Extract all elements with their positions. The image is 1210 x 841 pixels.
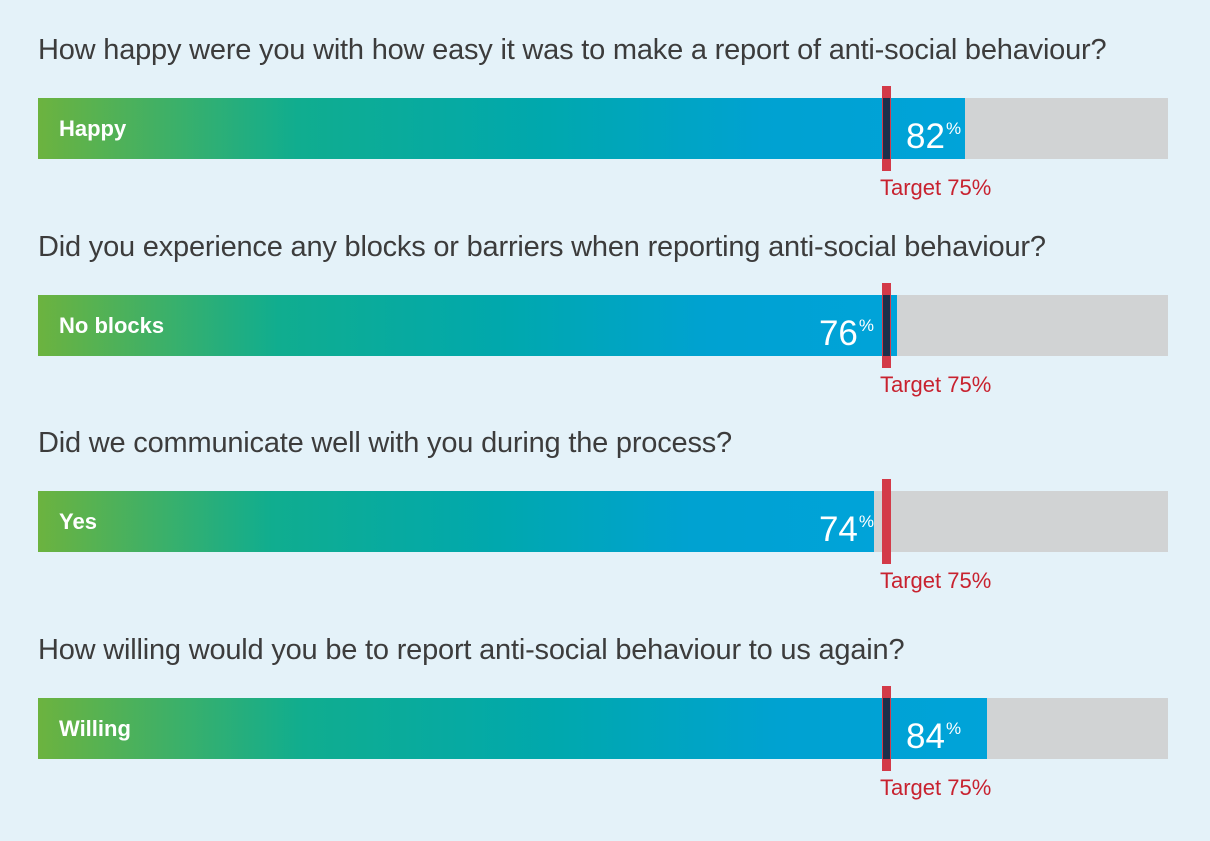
value-percent-sign: % [945, 719, 962, 738]
bar-category-label: No blocks [59, 313, 165, 338]
question-text: How willing would you be to report anti-… [38, 634, 905, 666]
bar-category-label: Yes [59, 509, 97, 534]
question-text: How happy were you with how easy it was … [38, 34, 1107, 66]
value-number: 74 [818, 510, 858, 549]
target-label: Target 75% [880, 175, 992, 200]
bar-fill [38, 295, 897, 356]
target-label: Target 75% [880, 568, 992, 593]
bar-category-label: Happy [59, 116, 127, 141]
target-label: Target 75% [880, 775, 992, 800]
target-label: Target 75% [880, 372, 992, 397]
value-percent-sign: % [858, 512, 874, 531]
target-marker [882, 86, 891, 171]
value-percent-sign: % [945, 119, 962, 138]
bar-track: Willing 84% [38, 698, 1168, 759]
target-marker [882, 283, 891, 368]
bar-fill [38, 698, 987, 759]
bar-category-label: Willing [59, 716, 131, 741]
value-number: 84 [906, 717, 945, 756]
bar-value-label: 82% [906, 98, 961, 159]
bar-fill [38, 491, 874, 552]
bar-value-label: 74% [819, 491, 874, 552]
value-number: 82 [906, 117, 945, 156]
target-marker [882, 479, 891, 564]
target-marker-core [883, 698, 890, 759]
bar-value-label: 76% [819, 295, 874, 356]
value-percent-sign: % [858, 316, 874, 335]
question-text: Did you experience any blocks or barrier… [38, 231, 1046, 263]
bar-track: No blocks 76% [38, 295, 1168, 356]
value-number: 76 [818, 314, 858, 353]
bar-track: Happy 82% [38, 98, 1168, 159]
bar-fill [38, 98, 965, 159]
bar-track: Yes 74% [38, 491, 1168, 552]
question-text: Did we communicate well with you during … [38, 427, 732, 459]
target-marker [882, 686, 891, 771]
target-marker-core [883, 295, 890, 356]
bar-value-label: 84% [906, 698, 961, 759]
target-marker-core [883, 98, 890, 159]
